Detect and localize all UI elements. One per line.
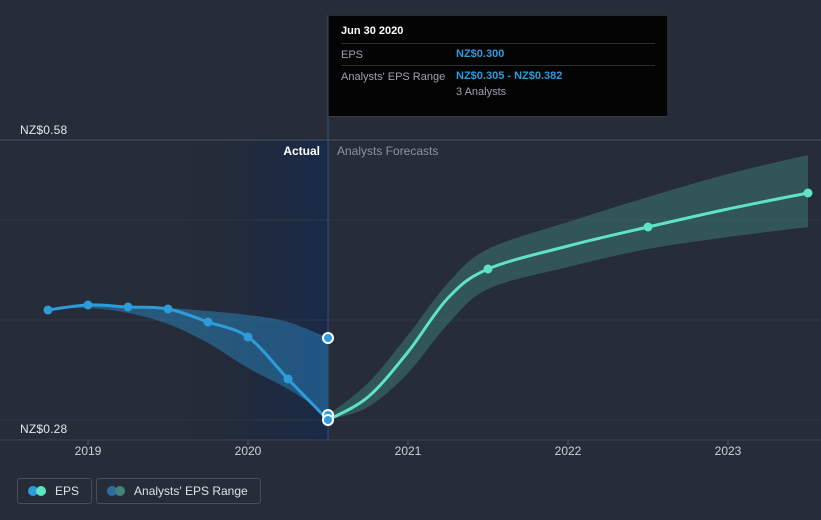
eps-point-2019.25 xyxy=(123,302,133,312)
legend-button-eps-range[interactable]: Analysts' EPS Range xyxy=(96,478,261,504)
x-tick-label-2021: 2021 xyxy=(394,444,422,458)
tooltip-range-label: Analysts' EPS Range xyxy=(341,71,446,83)
x-tick-label-2019: 2019 xyxy=(74,444,102,458)
range-dot-teal-icon xyxy=(115,486,126,496)
forecast-region-label: Analysts Forecasts xyxy=(337,144,439,158)
eps-dot-teal-icon xyxy=(36,486,46,496)
eps-dot-blue-icon xyxy=(28,486,38,496)
tooltip-eps-label: EPS xyxy=(341,49,364,61)
tooltip-range-value: NZ$0.305 - NZ$0.382 xyxy=(456,70,563,82)
tooltip-eps-value: NZ$0.300 xyxy=(456,48,505,60)
y-axis-min-label: NZ$0.28 xyxy=(20,422,68,436)
eps-point-2018.75 xyxy=(43,305,53,315)
eps-point-2020 xyxy=(243,332,253,342)
legend: EPS Analysts' EPS Range xyxy=(17,478,261,504)
eps-point-2019 xyxy=(83,300,93,310)
legend-eps-label: EPS xyxy=(55,484,80,498)
x-tick-label-2020: 2020 xyxy=(234,444,262,458)
eps-forecast-line xyxy=(326,191,810,422)
tooltip-row-range: Analysts' EPS Range NZ$0.305 - NZ$0.382 … xyxy=(341,66,655,102)
eps-range-band-past xyxy=(48,303,328,415)
y-axis-max-label: NZ$0.58 xyxy=(20,123,68,137)
eps-point-2020.25 xyxy=(283,374,293,384)
forecast-point-2021.5 xyxy=(483,264,493,274)
legend-eps-range-label: Analysts' EPS Range xyxy=(134,484,248,498)
tooltip-row-eps: EPS NZ$0.300 xyxy=(341,44,655,66)
x-axis-labels: 2019 2020 2021 2022 2023 xyxy=(0,444,821,460)
legend-button-eps[interactable]: EPS xyxy=(17,478,93,504)
eps-point-2019.5 xyxy=(163,304,173,314)
actual-highlight-region xyxy=(168,140,328,440)
highlighted-point-0.382 xyxy=(322,332,334,344)
eps-series-icon xyxy=(28,486,46,496)
forecast-point-2022.5 xyxy=(643,222,653,232)
actual-region-label: Actual xyxy=(283,144,320,158)
range-dot-blue-icon xyxy=(107,486,118,496)
eps-point-2019.75 xyxy=(203,317,213,327)
eps-range-band-forecast xyxy=(328,155,808,420)
tooltip-date: Jun 30 2020 xyxy=(341,22,655,44)
tooltip-analyst-count: 3 Analysts xyxy=(456,86,507,98)
highlighted-point-0.3 xyxy=(322,414,334,426)
x-tick-label-2023: 2023 xyxy=(714,444,742,458)
x-tick-label-2022: 2022 xyxy=(554,444,582,458)
forecast-point-2023.5 xyxy=(803,188,813,198)
tooltip: Jun 30 2020 EPS NZ$0.300 Analysts' EPS R… xyxy=(328,15,668,117)
eps-range-series-icon xyxy=(107,486,126,496)
